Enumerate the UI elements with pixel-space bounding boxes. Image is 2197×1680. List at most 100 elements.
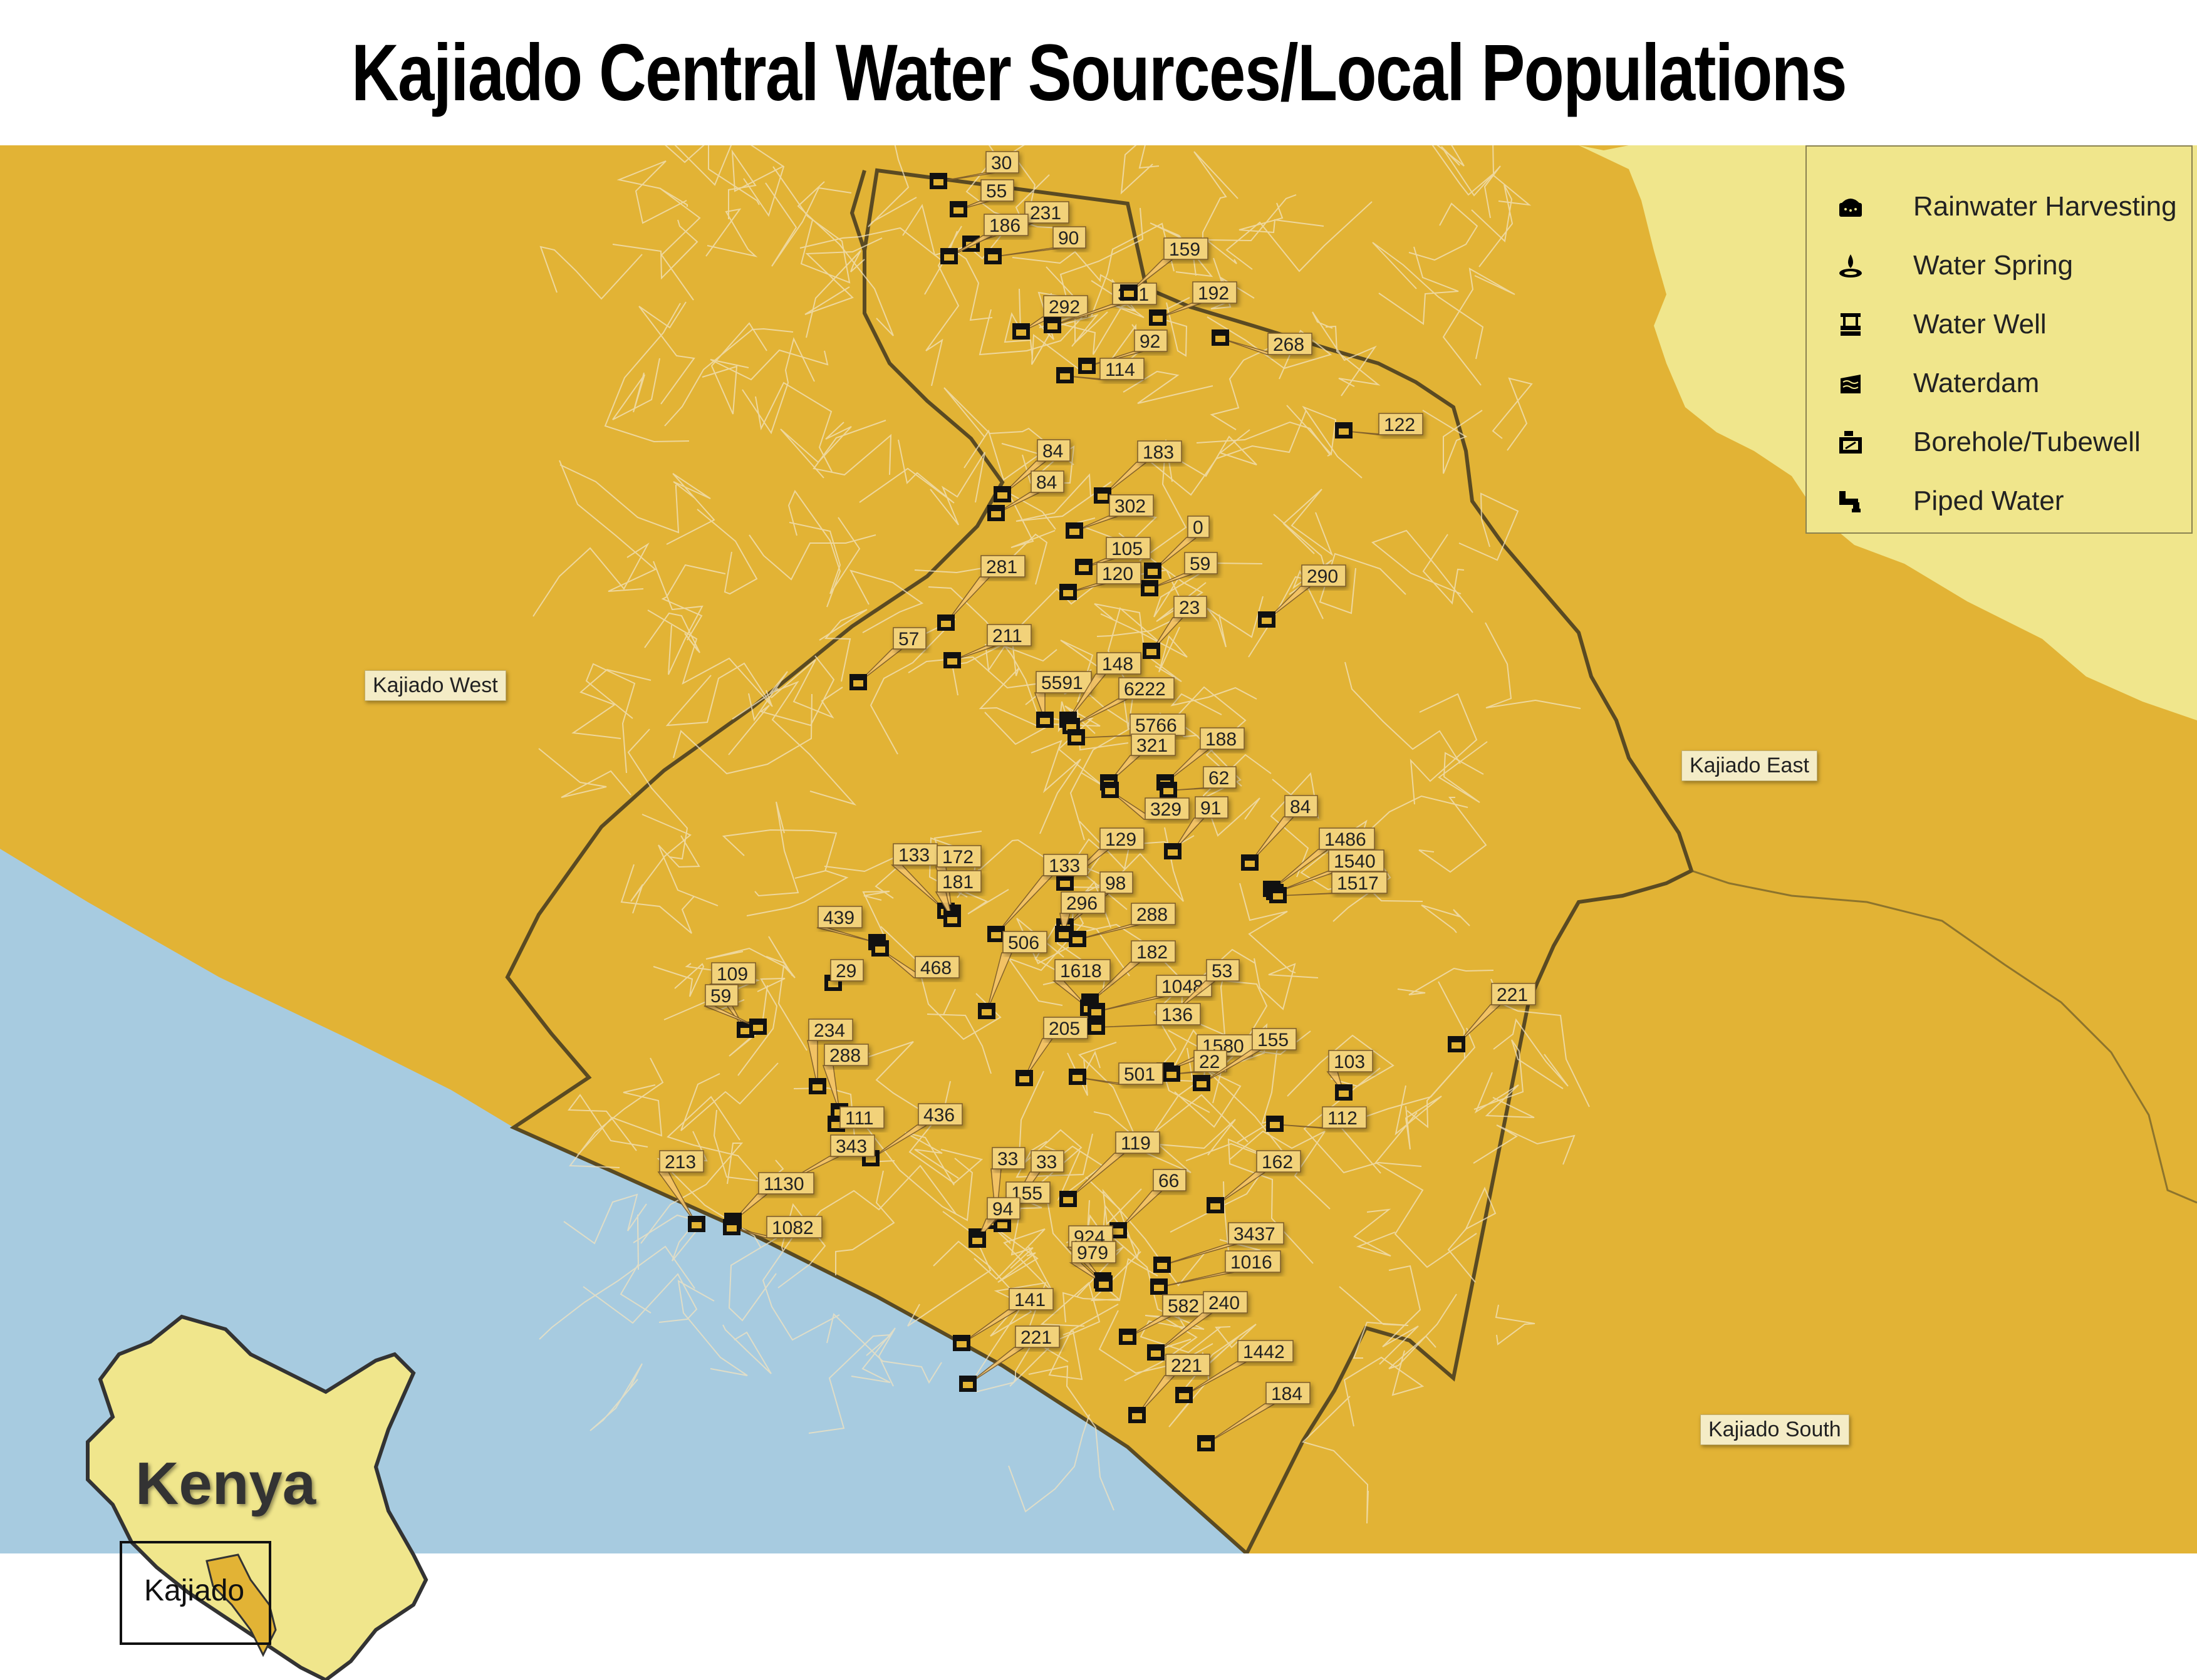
road	[799, 227, 945, 295]
population-marker: 1486	[1263, 827, 1375, 897]
water-source-icon-detail	[727, 1225, 737, 1231]
road	[819, 609, 868, 682]
road	[1239, 202, 1324, 234]
population-marker: 5591	[1034, 671, 1092, 728]
population-marker: 288	[822, 1044, 869, 1119]
population-label: 91	[1200, 798, 1221, 819]
population-label: 141	[1014, 1290, 1046, 1310]
population-marker: 155	[1193, 1028, 1297, 1091]
population-label: 84	[1042, 441, 1063, 462]
road	[1015, 473, 1112, 522]
water-source-icon-detail	[991, 932, 1001, 938]
road	[1422, 410, 1483, 474]
population-label-box	[987, 1197, 1021, 1220]
road	[754, 801, 799, 897]
water-source-icon-detail	[1073, 1075, 1083, 1081]
road	[755, 381, 833, 472]
map-title-bar: Kajiado Central Water Sources/Local Popu…	[0, 0, 2197, 145]
population-label: 119	[1121, 1133, 1151, 1154]
water-source-icon-detail	[991, 511, 1001, 517]
water-source-icon-detail	[963, 1382, 973, 1388]
road	[653, 963, 705, 997]
population-label: 288	[829, 1045, 861, 1066]
road	[1207, 596, 1264, 648]
population-label: 501	[1124, 1064, 1155, 1085]
population-marker: 59	[1141, 552, 1218, 596]
road	[1153, 562, 1263, 618]
population-label: 281	[986, 557, 1017, 578]
road	[1069, 923, 1256, 989]
road	[1123, 370, 1213, 404]
road	[713, 1109, 784, 1183]
lower-left-area	[0, 849, 1247, 1553]
population-label-box	[1225, 1250, 1281, 1273]
borehole-tubewell-icon	[1832, 423, 1869, 461]
population-label-box	[1131, 903, 1176, 925]
population-marker: 1016	[1150, 1250, 1281, 1295]
population-label: 55	[986, 181, 1007, 202]
road	[1078, 1042, 1136, 1138]
population-marker: 84	[987, 470, 1064, 521]
water-source-icon-detail	[1123, 1335, 1133, 1341]
population-label-box	[1203, 766, 1237, 789]
population-label-box	[1378, 413, 1423, 435]
road	[1442, 267, 1515, 386]
population-label: 181	[942, 872, 974, 893]
population-label: 292	[1049, 297, 1080, 318]
road	[1048, 1304, 1119, 1381]
population-marker: 1517	[1269, 871, 1388, 903]
population-marker: 0	[1144, 516, 1210, 579]
population-label: 1540	[1334, 851, 1376, 872]
water-source-icon-detail	[753, 1025, 763, 1031]
population-label: 343	[836, 1136, 867, 1157]
road	[640, 1143, 744, 1244]
population-label: 188	[1205, 729, 1237, 750]
population-label-box	[766, 1216, 823, 1238]
population-label: 468	[920, 958, 952, 978]
road	[728, 149, 784, 219]
population-label: 112	[1327, 1108, 1358, 1129]
population-label-box	[1137, 440, 1182, 463]
population-label-box	[1331, 871, 1388, 894]
population-label: 136	[1161, 1005, 1193, 1025]
population-label-box	[1031, 1150, 1064, 1173]
water-source-icon-detail	[1157, 1263, 1167, 1269]
population-marker: 119	[1059, 1131, 1160, 1207]
road	[728, 655, 835, 755]
population-label: 221	[1171, 1356, 1202, 1376]
population-marker: 221	[1448, 983, 1536, 1052]
water-source-icon-detail	[1113, 1228, 1123, 1235]
population-label-box	[980, 555, 1026, 578]
road	[1031, 740, 1081, 834]
water-spring-icon	[1832, 247, 1869, 284]
population-label: 6222	[1124, 679, 1166, 700]
population-label-box	[1031, 470, 1064, 493]
road	[616, 160, 687, 224]
road	[612, 219, 699, 280]
population-marker: 582	[1119, 1294, 1207, 1345]
road	[1282, 489, 1334, 556]
road	[1408, 202, 1478, 261]
population-label: 133	[1049, 856, 1080, 876]
population-label: 268	[1273, 334, 1304, 355]
road	[1174, 1069, 1294, 1165]
road	[1395, 1085, 1442, 1150]
road	[1302, 1396, 1369, 1524]
road	[1397, 967, 1494, 995]
water-source-icon-detail	[866, 1156, 876, 1163]
road	[746, 869, 849, 916]
water-source-icon-detail	[1059, 932, 1069, 938]
road	[766, 956, 808, 1051]
road	[722, 1324, 772, 1374]
population-label-box	[818, 906, 863, 928]
road	[677, 1280, 748, 1376]
population-marker: 183	[1094, 440, 1182, 504]
population-label: 22	[1199, 1052, 1220, 1072]
population-label: 221	[1021, 1327, 1052, 1348]
population-label: 1130	[764, 1174, 804, 1195]
population-label-box	[1162, 1294, 1207, 1317]
population-label: 66	[1158, 1171, 1179, 1191]
population-label-box	[1109, 494, 1154, 517]
road	[1012, 251, 1140, 298]
population-label-box	[1118, 677, 1175, 700]
